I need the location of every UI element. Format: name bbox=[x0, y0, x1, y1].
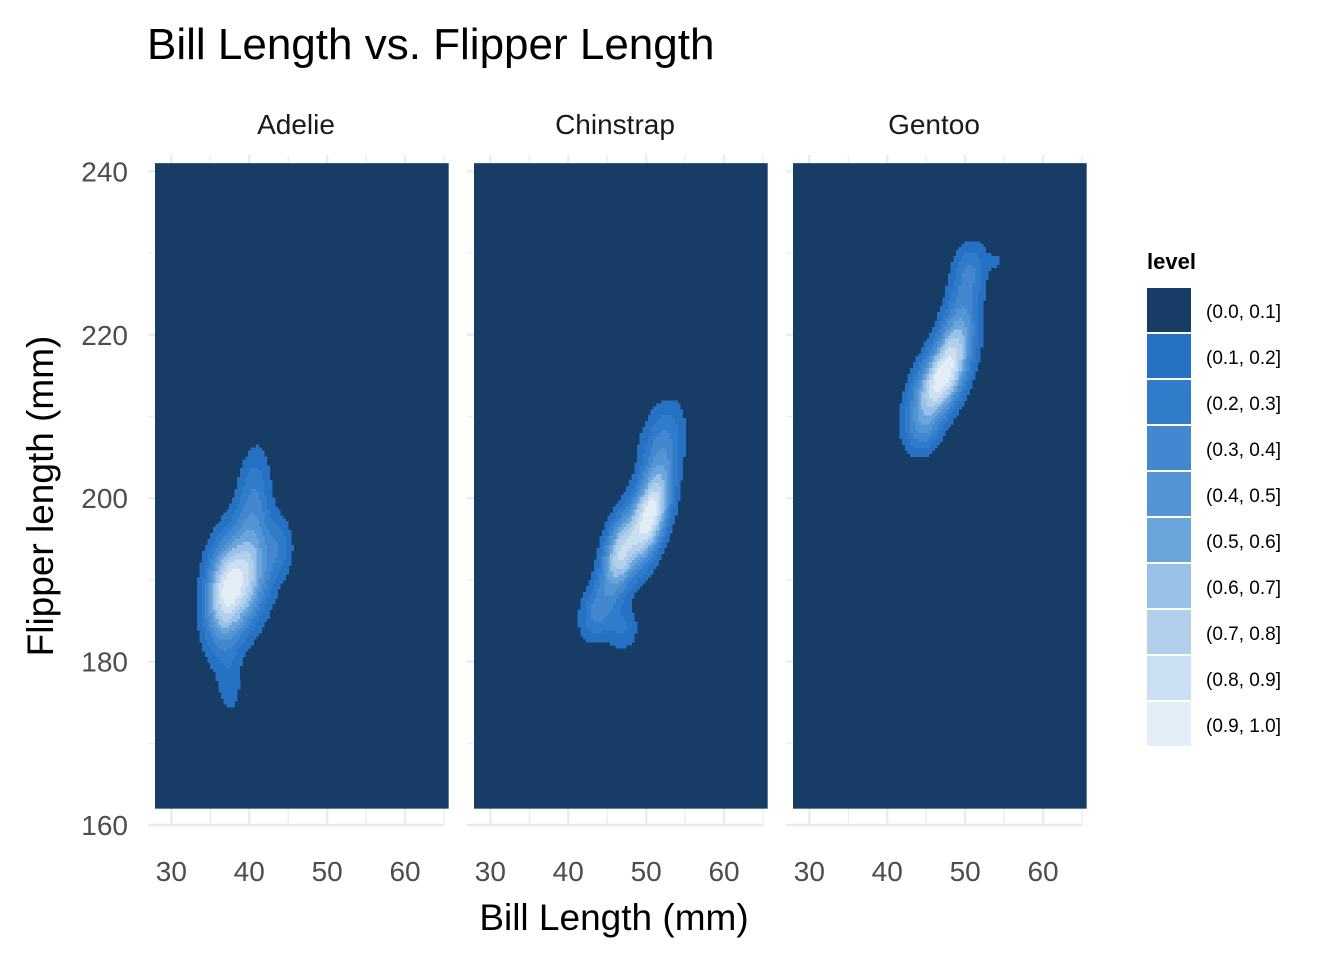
x-axis-label: Bill Length (mm) bbox=[479, 897, 748, 938]
legend-swatch bbox=[1147, 380, 1191, 424]
x-tick-labels: 30 40 50 60 bbox=[475, 856, 740, 887]
legend-item: (0.3, 0.4] bbox=[1147, 426, 1281, 470]
density-level-9 bbox=[221, 568, 243, 608]
legend-label: (0.4, 0.5] bbox=[1206, 486, 1281, 507]
x-tick-labels: 30 40 50 60 bbox=[794, 856, 1059, 887]
legend-label: (0.7, 0.8] bbox=[1206, 624, 1281, 645]
legend-item: (0.5, 0.6] bbox=[1147, 518, 1281, 562]
panel-adelie: Adelie 30 40 50 60 bbox=[148, 109, 449, 887]
x-tick-label: 50 bbox=[631, 856, 662, 887]
legend-swatch bbox=[1147, 702, 1191, 746]
density-level-9 bbox=[639, 497, 657, 534]
x-tick-label: 50 bbox=[950, 856, 981, 887]
x-tick-label: 40 bbox=[234, 856, 265, 887]
legend-swatch bbox=[1147, 656, 1191, 700]
y-tick-labels: 160 180 200 220 240 bbox=[81, 156, 128, 841]
y-tick-label: 180 bbox=[81, 647, 128, 678]
density-contours bbox=[899, 241, 1000, 457]
density-level-9 bbox=[931, 356, 954, 392]
x-tick-label: 50 bbox=[312, 856, 343, 887]
legend-label: (0.8, 0.9] bbox=[1206, 670, 1281, 691]
x-tick-label: 40 bbox=[553, 856, 584, 887]
legend-swatch bbox=[1147, 426, 1191, 470]
legend-label: (0.5, 0.6] bbox=[1206, 532, 1281, 553]
legend-item: (0.9, 1.0] bbox=[1147, 702, 1281, 746]
x-tick-labels: 30 40 50 60 bbox=[156, 856, 421, 887]
density-contours bbox=[577, 400, 686, 649]
legend-item: (0.0, 0.1] bbox=[1147, 288, 1281, 332]
legend-item: (0.1, 0.2] bbox=[1147, 334, 1281, 378]
x-tick-label: 60 bbox=[389, 856, 420, 887]
density-contours bbox=[196, 444, 295, 708]
density-background bbox=[155, 163, 449, 809]
density-background bbox=[474, 163, 768, 809]
legend-label: (0.2, 0.3] bbox=[1206, 394, 1281, 415]
y-tick-label: 220 bbox=[81, 320, 128, 351]
facet-label: Adelie bbox=[257, 109, 335, 140]
chart-title: Bill Length vs. Flipper Length bbox=[147, 20, 714, 69]
legend-swatch bbox=[1147, 564, 1191, 608]
panel-chinstrap: Chinstrap 30 40 50 60 bbox=[467, 109, 768, 887]
y-tick-label: 240 bbox=[81, 156, 128, 187]
y-tick-label: 200 bbox=[81, 483, 128, 514]
y-axis-label: Flipper length (mm) bbox=[20, 336, 61, 657]
legend-swatch bbox=[1147, 334, 1191, 378]
legend-swatch bbox=[1147, 472, 1191, 516]
y-tick-label: 160 bbox=[81, 810, 128, 841]
legend-swatch bbox=[1147, 518, 1191, 562]
legend-label: (0.9, 1.0] bbox=[1206, 716, 1281, 737]
legend-label: (0.3, 0.4] bbox=[1206, 440, 1281, 461]
legend-swatch bbox=[1147, 610, 1191, 654]
legend-item: (0.4, 0.5] bbox=[1147, 472, 1281, 516]
x-tick-label: 30 bbox=[794, 856, 825, 887]
legend-label: (0.0, 0.1] bbox=[1206, 302, 1281, 323]
x-tick-label: 30 bbox=[475, 856, 506, 887]
facet-label: Gentoo bbox=[888, 109, 980, 140]
density-background bbox=[793, 163, 1087, 809]
legend-title: level bbox=[1147, 249, 1196, 274]
legend-item: (0.8, 0.9] bbox=[1147, 656, 1281, 700]
panel-gentoo: Gentoo 30 40 50 60 bbox=[786, 109, 1087, 887]
x-tick-label: 30 bbox=[156, 856, 187, 887]
legend-label: (0.1, 0.2] bbox=[1206, 348, 1281, 369]
x-tick-label: 40 bbox=[872, 856, 903, 887]
legend: level (0.0, 0.1] (0.1, 0.2] (0.2, 0.3] (0.3… bbox=[1147, 249, 1281, 746]
facet-label: Chinstrap bbox=[555, 109, 675, 140]
legend-item: (0.7, 0.8] bbox=[1147, 610, 1281, 654]
legend-swatch bbox=[1147, 288, 1191, 332]
legend-item: (0.6, 0.7] bbox=[1147, 564, 1281, 608]
legend-item: (0.2, 0.3] bbox=[1147, 380, 1281, 424]
x-tick-label: 60 bbox=[708, 856, 739, 887]
x-tick-label: 60 bbox=[1027, 856, 1058, 887]
legend-label: (0.6, 0.7] bbox=[1206, 578, 1281, 599]
